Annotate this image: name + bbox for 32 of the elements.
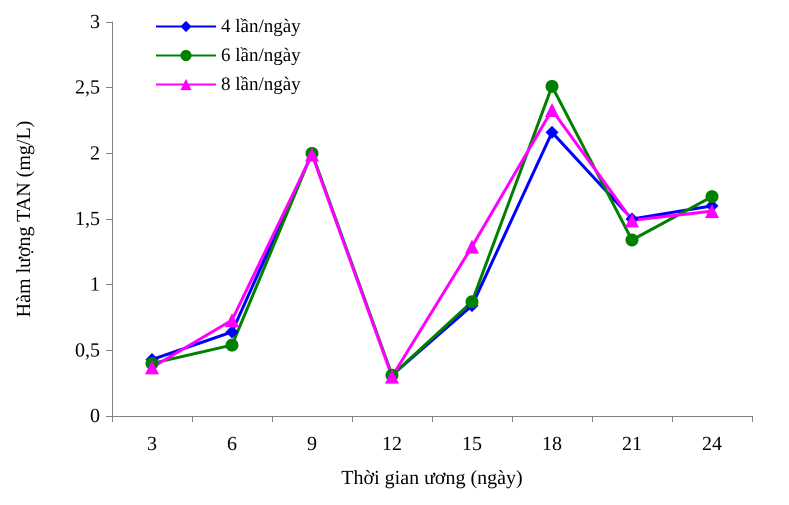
point — [546, 80, 558, 93]
x-axis-title: Thời gian ương (ngày) — [341, 467, 523, 489]
point — [705, 204, 719, 218]
legend-label: 4 lần/ngày — [221, 16, 302, 37]
point — [225, 313, 239, 328]
point — [546, 126, 558, 139]
x-tick-label: 18 — [542, 433, 562, 455]
legend-label: 8 lần/ngày — [221, 74, 302, 95]
y-tick-label: 0,5 — [75, 339, 100, 362]
y-tick-label: 1,5 — [75, 208, 100, 230]
point — [706, 190, 718, 204]
point — [226, 338, 238, 352]
y-tick-label: 1 — [90, 274, 100, 296]
y-tick-label: 3 — [90, 11, 100, 33]
y-tick-label: 2,5 — [75, 76, 100, 99]
y-tick-label: 0 — [90, 405, 100, 427]
x-tick-label: 12 — [382, 433, 402, 455]
point — [626, 234, 638, 247]
y-tick-label: 2 — [90, 142, 100, 164]
x-tick-label: 6 — [227, 433, 237, 455]
x-tick-label: 24 — [702, 433, 722, 455]
point — [226, 325, 238, 338]
point — [466, 295, 478, 308]
y-axis-title: Hàm lượng TAN (mg/L) — [13, 120, 35, 318]
point — [465, 240, 479, 254]
point — [545, 102, 559, 117]
x-tick-label: 9 — [307, 433, 317, 455]
x-tick-label: 21 — [622, 433, 642, 455]
point — [145, 360, 159, 374]
x-tick-label: 15 — [462, 433, 482, 455]
legend-label: 6 lần/ngày — [221, 45, 302, 66]
x-tick-label: 3 — [147, 433, 157, 455]
